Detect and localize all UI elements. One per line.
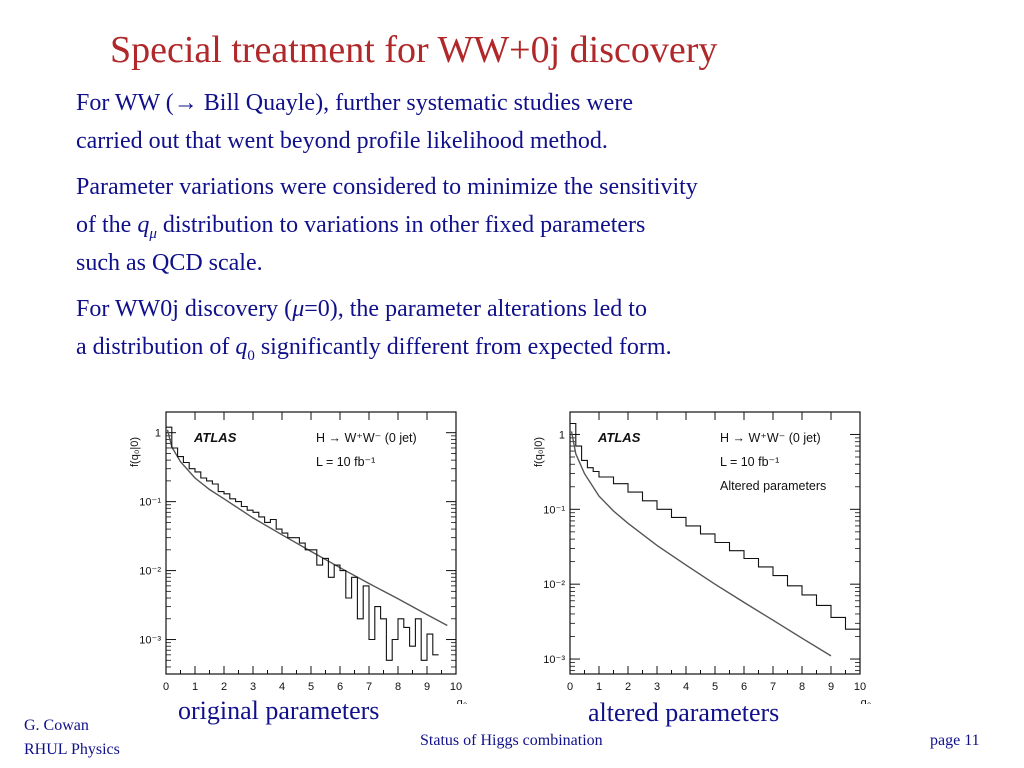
footer-author: G. Cowan RHUL Physics	[24, 714, 120, 762]
paragraph-1: For WW (→ Bill Quayle), further systemat…	[76, 84, 996, 160]
p1-line1: For WW (→ Bill Quayle), further systemat…	[76, 90, 633, 116]
legend-entry: H → W⁺W⁻ (0 jet)	[316, 431, 417, 445]
paragraph-3: For WW0j discovery (μ=0), the parameter …	[76, 290, 996, 366]
p3-var2: q	[235, 334, 248, 360]
p2-line2-pre: of the	[76, 212, 138, 238]
y-tick-label: 10⁻²	[139, 566, 161, 578]
y-tick-label: 1	[155, 428, 161, 440]
plot-altered-svg: 0 1 2 3 4 5 6 7 8 9 10 1 10⁻¹ 10⁻² 10⁻³ f(q₀|0) q₀ ATLAS H…	[533, 411, 872, 704]
p1-line2: carried out that went beyond profile lik…	[76, 128, 608, 154]
y-axis-label: f(q₀|0)	[129, 437, 141, 467]
footer-center: Status of Higgs combination	[420, 732, 603, 749]
series-histogram	[570, 422, 860, 630]
plot-frame	[165, 411, 457, 675]
legend-entry: L = 10 fb⁻¹	[316, 455, 375, 469]
x-tick-label: 2	[625, 681, 631, 693]
series-curve	[570, 431, 832, 657]
x-tick-label: 4	[683, 681, 689, 693]
x-tick-label: 1	[192, 681, 198, 693]
series-histogram	[166, 426, 439, 661]
x-tick-label: 2	[221, 681, 227, 693]
x-tick-label: 7	[770, 681, 776, 693]
y-tick-label: 10⁻¹	[139, 497, 161, 509]
legend-entry: H → W⁺W⁻ (0 jet)	[720, 431, 821, 445]
slide-body: For WW (→ Bill Quayle), further systemat…	[76, 84, 996, 374]
series-curve	[166, 429, 448, 627]
p2-var: q	[137, 212, 150, 238]
caption-altered: altered parameters	[588, 698, 780, 727]
legend-entry: Altered parameters	[720, 479, 826, 493]
x-tick-label: 4	[279, 681, 285, 693]
p2-line1: Parameter variations were considered to …	[76, 174, 698, 200]
legend-entry: L = 10 fb⁻¹	[720, 455, 779, 469]
x-tick-label: 8	[395, 681, 401, 693]
plot-original-svg: 0 1 2 3 4 5 6 7 8 9 10 1 10⁻¹ 10⁻² 10⁻³ f(q₀|0) q₀ ATLAS H…	[129, 411, 468, 704]
x-tick-label: 6	[337, 681, 343, 693]
p3-line2-pre: a distribution of	[76, 334, 236, 360]
plot-original: 0 1 2 3 4 5 6 7 8 9 10 1 10⁻¹ 10⁻² 10⁻³ f(q₀|0) q₀ ATLAS H…	[124, 404, 474, 704]
y-axis-label: f(q₀|0)	[533, 437, 545, 467]
p3-line1-post: =0), the parameter alterations led to	[304, 296, 647, 322]
caption-original: original parameters	[178, 696, 380, 725]
p3-line1-pre: For WW0j discovery (	[76, 296, 293, 322]
slide-title: Special treatment for WW+0j discovery	[110, 29, 718, 71]
atlas-logo: ATLAS	[597, 430, 641, 445]
x-tick-label: 10	[450, 681, 462, 693]
x-axis-label: q₀	[861, 697, 872, 704]
atlas-logo: ATLAS	[193, 430, 237, 445]
x-tick-label: 10	[854, 681, 866, 693]
x-tick-label: 9	[424, 681, 430, 693]
author-affiliation: RHUL Physics	[24, 741, 120, 758]
x-axis-label: q₀	[457, 697, 468, 704]
y-tick-label: 10⁻²	[543, 579, 565, 591]
x-tick-label: 3	[654, 681, 660, 693]
x-tick-label: 9	[828, 681, 834, 693]
p2-line2-post: distribution to variations in other fixe…	[156, 212, 646, 238]
p3-var: μ	[292, 296, 305, 322]
author-name: G. Cowan	[24, 717, 89, 734]
y-tick-label: 10⁻³	[139, 635, 161, 647]
x-tick-label: 0	[163, 681, 169, 693]
y-tick-label: 1	[559, 429, 565, 441]
y-tick-label: 10⁻¹	[543, 504, 565, 516]
x-tick-label: 5	[712, 681, 718, 693]
x-tick-label: 3	[250, 681, 256, 693]
paragraph-2: Parameter variations were considered to …	[76, 168, 996, 282]
p3-line2-post: significantly different from expected fo…	[254, 334, 672, 360]
p2-line3: such as QCD scale.	[76, 250, 263, 276]
x-tick-label: 1	[596, 681, 602, 693]
x-tick-label: 0	[567, 681, 573, 693]
y-tick-label: 10⁻³	[543, 654, 565, 666]
plot-altered: 0 1 2 3 4 5 6 7 8 9 10 1 10⁻¹ 10⁻² 10⁻³ f(q₀|0) q₀ ATLAS H…	[528, 404, 878, 704]
page-number: page 11	[930, 732, 980, 749]
x-tick-label: 8	[799, 681, 805, 693]
p3-sub: 0	[247, 347, 255, 364]
x-tick-label: 7	[366, 681, 372, 693]
p2-sub: μ	[149, 225, 157, 242]
x-tick-label: 5	[308, 681, 314, 693]
x-tick-label: 6	[741, 681, 747, 693]
